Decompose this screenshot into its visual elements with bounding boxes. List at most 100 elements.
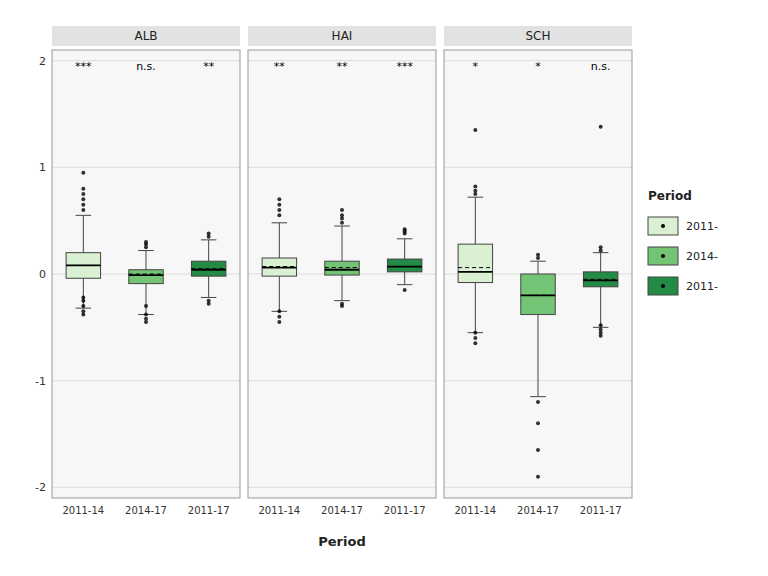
outlier <box>207 231 211 235</box>
legend-label: 2014- <box>686 250 718 263</box>
outlier <box>81 304 85 308</box>
panel-frame <box>52 50 240 498</box>
mean-line <box>191 268 225 269</box>
outlier <box>277 320 281 324</box>
box <box>521 274 555 315</box>
outlier <box>599 125 603 129</box>
x-tick-label: 2011-14 <box>258 505 300 516</box>
outlier <box>536 400 540 404</box>
whisker-cap-upper <box>76 215 92 216</box>
facet-title: ALB <box>134 29 157 43</box>
whisker-upper <box>208 240 209 261</box>
outlier <box>81 208 85 212</box>
outlier <box>536 253 540 257</box>
box-group <box>66 171 226 324</box>
outlier <box>81 203 85 207</box>
whisker-upper <box>538 261 539 274</box>
median-line <box>191 269 225 271</box>
box-group <box>262 197 422 324</box>
x-tick-label: 2014-17 <box>517 505 559 516</box>
median-line <box>458 271 492 273</box>
outlier <box>536 421 540 425</box>
x-tick-label: 2014-17 <box>125 505 167 516</box>
whisker-upper <box>279 223 280 258</box>
outlier <box>81 309 85 313</box>
mean-line <box>583 279 617 280</box>
box <box>191 261 225 276</box>
whisker-cap-upper <box>334 226 350 227</box>
outlier <box>536 475 540 479</box>
outlier <box>81 171 85 175</box>
whisker-cap-lower <box>334 300 350 301</box>
outlier <box>340 221 344 225</box>
whisker-cap-lower <box>397 284 413 285</box>
outlier <box>599 327 603 331</box>
significance-label: n.s. <box>136 60 156 73</box>
whisker-upper <box>600 253 601 272</box>
whisker-upper <box>404 239 405 259</box>
outlier <box>277 309 281 313</box>
outlier <box>473 189 477 193</box>
box <box>262 258 296 276</box>
grid-line <box>248 167 436 168</box>
grid-line <box>248 380 436 381</box>
box <box>583 272 617 287</box>
whisker-cap-upper <box>468 197 484 198</box>
outlier <box>144 304 148 308</box>
median-line <box>262 267 296 269</box>
significance-label: ** <box>337 60 349 73</box>
outlier <box>340 213 344 217</box>
whisker-cap-upper <box>272 222 288 223</box>
mean-line <box>129 274 163 275</box>
whisker-lower <box>83 278 84 308</box>
y-tick-label: 0 <box>39 268 46 281</box>
box <box>325 261 359 275</box>
facet-strip <box>52 26 240 46</box>
facet-title: SCH <box>525 29 550 43</box>
outlier <box>277 315 281 319</box>
box <box>387 259 421 272</box>
outlier <box>473 185 477 189</box>
whisker-lower <box>600 287 601 328</box>
legend-swatch <box>648 277 678 295</box>
outlier <box>81 295 85 299</box>
box <box>458 244 492 282</box>
legend: Period2011-2014-2011- <box>648 189 718 295</box>
whisker-upper <box>475 197 476 244</box>
whisker-lower <box>208 276 209 297</box>
legend-label: 2011- <box>686 220 718 233</box>
outlier <box>277 213 281 217</box>
facet-title: HAI <box>332 29 353 43</box>
y-tick-label: -2 <box>35 481 46 494</box>
panel-frame <box>248 50 436 498</box>
legend-dot <box>661 254 665 258</box>
median-line <box>66 265 100 267</box>
outlier <box>403 288 407 292</box>
outlier <box>599 245 603 249</box>
grid-line <box>444 167 632 168</box>
mean-line <box>458 267 492 268</box>
whisker-lower <box>279 276 280 311</box>
outlier <box>340 208 344 212</box>
mean-line <box>387 266 421 267</box>
outlier <box>144 240 148 244</box>
box <box>66 253 100 279</box>
facet-panel: SCH2011-142014-172011-17**n.s. <box>444 26 632 516</box>
facet-panel: ALB-2-10122011-142014-172011-17***n.s.** <box>35 26 240 516</box>
panel-frame <box>444 50 632 498</box>
significance-label: *** <box>75 60 92 73</box>
significance-label: n.s. <box>591 60 611 73</box>
whisker-lower <box>146 284 147 315</box>
outlier <box>340 302 344 306</box>
whisker-lower <box>404 272 405 285</box>
median-line <box>521 294 555 296</box>
panel-background <box>52 50 240 498</box>
y-tick-label: 2 <box>39 55 46 68</box>
legend-dot <box>661 224 665 228</box>
median-line <box>583 279 617 281</box>
significance-label: ** <box>203 60 215 73</box>
mean-line <box>325 267 359 268</box>
facet-strip <box>248 26 436 46</box>
significance-label: * <box>535 60 541 73</box>
significance-label: ** <box>274 60 286 73</box>
